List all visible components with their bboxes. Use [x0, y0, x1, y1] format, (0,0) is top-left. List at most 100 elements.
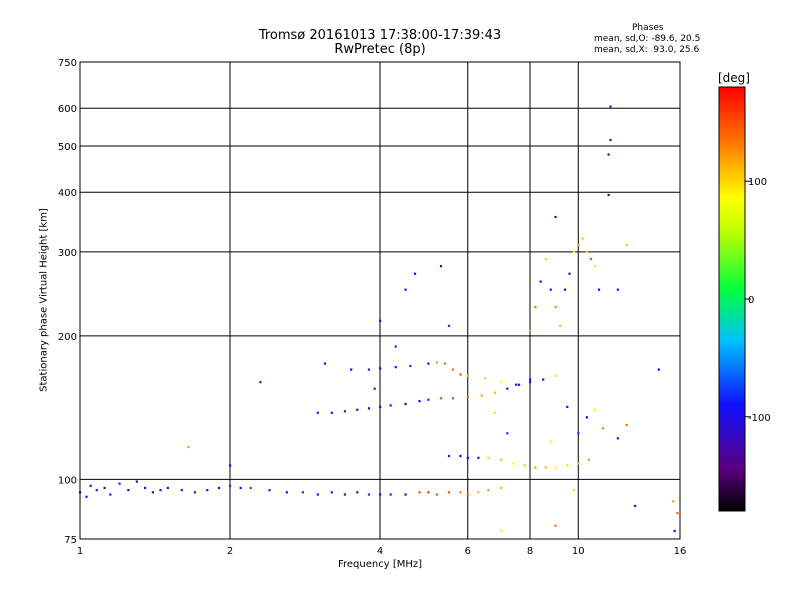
echo-point: [404, 288, 407, 291]
echo-point: [512, 462, 515, 465]
echo-point: [103, 486, 106, 490]
echo-point: [217, 486, 221, 490]
echo-point: [568, 272, 571, 275]
echo-point: [151, 491, 155, 494]
echo-point: [206, 489, 209, 492]
echo-point: [500, 381, 503, 384]
y-tick-label: 100: [58, 475, 77, 486]
colorbar-tick-label: 0: [748, 295, 754, 306]
echo-point: [389, 493, 392, 496]
echo-point: [459, 454, 462, 458]
echo-point: [379, 405, 382, 408]
echo-point: [529, 329, 532, 332]
echo-point: [427, 362, 430, 365]
echo-point: [404, 402, 407, 406]
echo-point: [529, 378, 532, 381]
echo-point: [85, 495, 88, 498]
echo-point: [466, 374, 469, 377]
echo-point: [554, 374, 557, 377]
echo-point: [459, 491, 462, 494]
echo-point: [609, 138, 612, 142]
echo-point: [577, 432, 580, 435]
echo-point: [447, 324, 451, 327]
echo-point: [554, 215, 557, 219]
echo-point: [493, 411, 497, 414]
x-tick-label: 8: [527, 546, 533, 557]
echo-point: [572, 250, 576, 254]
echo-point: [593, 408, 597, 411]
echo-point: [109, 493, 112, 496]
echo-point: [609, 105, 612, 108]
echo-point: [506, 387, 509, 390]
echo-point: [585, 250, 588, 254]
y-tick-label: 75: [64, 535, 77, 546]
echo-point: [193, 491, 197, 494]
echo-point: [118, 482, 121, 485]
echo-point: [285, 491, 288, 494]
echo-point: [534, 305, 537, 309]
echo-point: [394, 345, 397, 348]
echo-point: [480, 394, 483, 397]
echo-point: [367, 407, 371, 410]
echo-point: [477, 491, 480, 494]
echo-point: [515, 383, 518, 386]
y-tick-label: 600: [58, 104, 77, 115]
echo-point: [601, 427, 605, 430]
chart-subtitle: RwPretec (8p): [334, 42, 426, 57]
echo-point: [577, 244, 580, 247]
echo-point: [166, 486, 169, 490]
phase-stats-x: mean, sd,X: 93.0, 25.6: [594, 45, 700, 55]
echo-point: [239, 486, 242, 490]
echo-point: [135, 480, 138, 483]
echo-point: [404, 493, 407, 496]
echo-point: [544, 466, 547, 469]
echo-point: [506, 432, 509, 435]
echo-point: [466, 395, 469, 398]
echo-point: [616, 288, 619, 291]
x-tick-label: 16: [674, 546, 687, 557]
echo-point: [607, 153, 610, 156]
colorbar-ticks: 100 0 -100: [745, 177, 771, 424]
colorbar-tick-label: 100: [748, 177, 767, 188]
phase-stats-o: mean, sd,O: -89.6, 20.5: [594, 34, 701, 44]
echo-point: [447, 454, 451, 458]
echo-point: [127, 489, 130, 492]
echo-point: [379, 319, 382, 323]
echo-point: [439, 265, 443, 268]
y-axis-ticks: 75 100 200 300 400 500 600 750: [58, 58, 77, 546]
echo-point: [500, 529, 503, 533]
echo-point: [529, 381, 532, 384]
echo-point: [268, 489, 271, 492]
echo-points: [79, 105, 679, 533]
echo-point: [539, 280, 542, 283]
echo-point: [585, 416, 588, 419]
echo-point: [577, 462, 580, 465]
echo-point: [566, 405, 569, 408]
x-tick-label: 10: [572, 546, 585, 557]
echo-point: [447, 491, 451, 494]
echo-point: [581, 237, 584, 240]
colorbar: [718, 86, 746, 512]
echo-point: [143, 486, 147, 490]
echo-point: [379, 493, 382, 496]
echo-point: [466, 456, 469, 459]
echo-point: [259, 381, 262, 384]
grid-lines: [80, 62, 680, 539]
echo-point: [367, 368, 371, 371]
echo-point: [367, 493, 371, 496]
x-tick-label: 4: [377, 546, 383, 557]
echo-point: [249, 486, 252, 490]
echo-point: [544, 257, 547, 261]
echo-point: [487, 489, 490, 492]
echo-point: [418, 491, 421, 494]
echo-point: [625, 424, 628, 427]
echo-point: [394, 366, 397, 369]
echo-point: [589, 257, 593, 261]
echo-point: [409, 364, 412, 368]
x-axis-ticks: 1 2 4 6 8 10 16: [77, 546, 687, 557]
echo-point: [634, 504, 637, 508]
echo-point: [554, 305, 557, 309]
echo-point: [435, 493, 438, 496]
echo-point: [356, 491, 359, 494]
